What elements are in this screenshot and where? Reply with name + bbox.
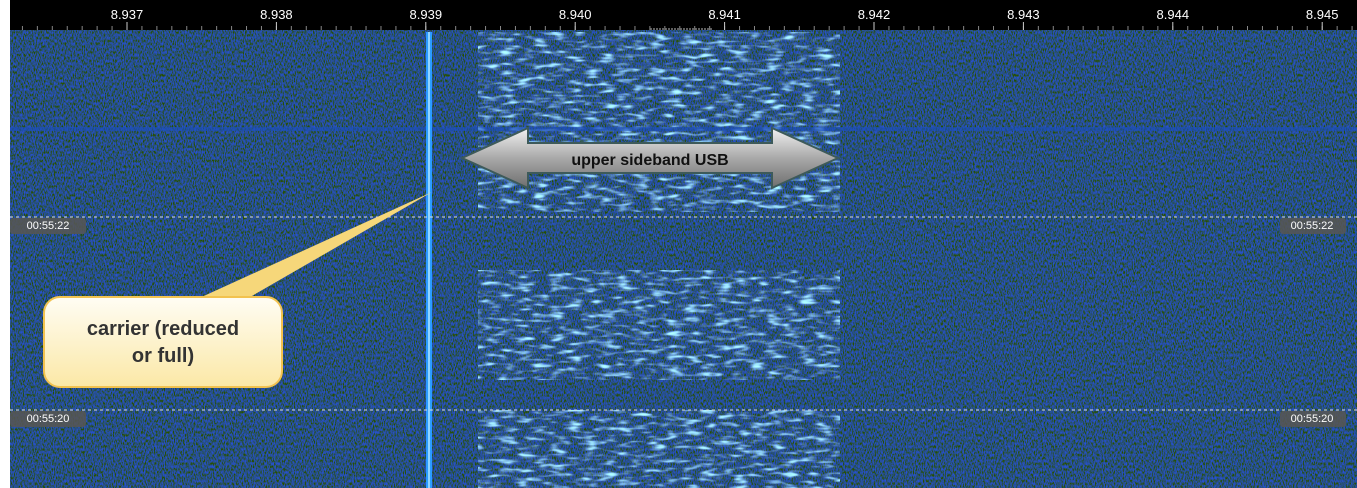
time-label-box bbox=[10, 411, 86, 427]
frequency-label: 8.940 bbox=[559, 7, 592, 22]
sideband-label: upper sideband USB bbox=[571, 152, 728, 169]
callout-pointer bbox=[195, 192, 432, 300]
time-label-box bbox=[10, 218, 86, 234]
signal-streaks bbox=[478, 410, 840, 488]
frequency-label: 8.944 bbox=[1157, 7, 1190, 22]
frequency-label: 8.939 bbox=[410, 7, 443, 22]
frequency-label: 8.942 bbox=[858, 7, 891, 22]
time-label-box bbox=[1280, 411, 1346, 427]
frequency-ruler bbox=[10, 0, 1357, 30]
time-label: 00:55:20 bbox=[1291, 413, 1334, 425]
sideband-arrow bbox=[459, 126, 841, 190]
frequency-label: 8.941 bbox=[708, 7, 741, 22]
signal-streaks bbox=[478, 270, 840, 380]
carrier-line-core bbox=[428, 32, 430, 488]
carrier-label: carrier (reduced bbox=[87, 318, 239, 340]
time-label: 00:55:20 bbox=[27, 413, 70, 425]
time-label: 00:55:22 bbox=[27, 220, 70, 232]
time-label: 00:55:22 bbox=[1291, 220, 1334, 232]
carrier-label: or full) bbox=[132, 345, 194, 367]
signal-streaks bbox=[478, 32, 840, 212]
time-label-box bbox=[1280, 218, 1346, 234]
noise-band bbox=[10, 127, 1357, 131]
frequency-label: 8.945 bbox=[1306, 7, 1339, 22]
callout-box bbox=[43, 296, 283, 388]
frequency-label: 8.937 bbox=[111, 7, 144, 22]
frequency-label: 8.943 bbox=[1007, 7, 1040, 22]
frequency-label: 8.938 bbox=[260, 7, 293, 22]
